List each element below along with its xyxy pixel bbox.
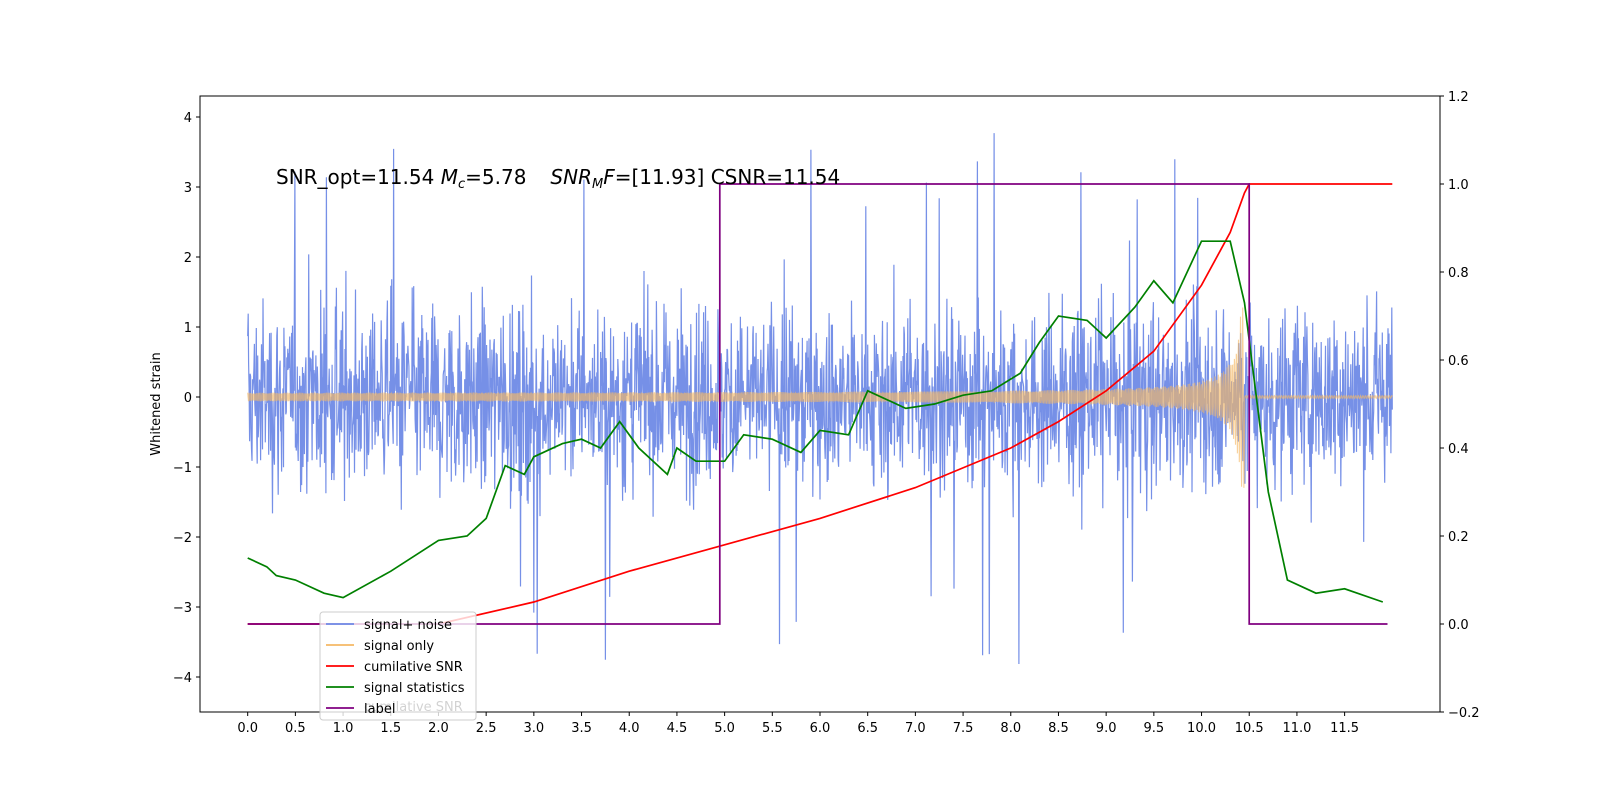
x-tick-label: 9.5 <box>1144 721 1165 736</box>
y-right-tick-label: 1.2 <box>1448 90 1469 105</box>
x-tick-label: 8.5 <box>1048 721 1069 736</box>
x-tick-label: 1.0 <box>333 721 354 736</box>
y-left-tick-label: −4 <box>173 671 192 686</box>
y-left-tick-label: −3 <box>173 601 192 616</box>
y-axis-left: 4 3 2 1 0 −1 −2 −3 −4 <box>173 111 200 686</box>
x-axis: 0.0 0.5 1.0 1.5 2.0 2.5 3.0 3.5 4.0 4.5 5.0 5.5 6.0 6… <box>237 712 1359 736</box>
x-tick-label: 9.0 <box>1096 721 1117 736</box>
y-right-tick-label: −0.2 <box>1448 706 1480 721</box>
annotation-mc-symbol: M <box>441 165 458 189</box>
annotation-text: SNR_opt=11.54 Mc=5.78 SNRMF=[11.93] CSNR=… <box>276 165 840 192</box>
y-right-tick-label: 0.4 <box>1448 442 1469 457</box>
y-right-tick-label: 0.6 <box>1448 354 1469 369</box>
legend: cumilative SNR signal+ noise signal only… <box>319 611 477 721</box>
y-right-tick-label: 0.2 <box>1448 530 1469 545</box>
x-tick-label: 4.5 <box>667 721 688 736</box>
annotation-snr-value: =[11.93] CSNR=11.54 <box>615 165 841 189</box>
y-left-tick-label: 0 <box>184 391 192 406</box>
y-left-tick-label: −1 <box>173 461 192 476</box>
legend-box <box>319 611 477 721</box>
legend-ghost-text: cumilative SNR <box>364 700 463 715</box>
y-left-tick-label: 2 <box>184 251 192 266</box>
x-tick-label: 6.5 <box>857 721 878 736</box>
y-left-tick-label: −2 <box>173 531 192 546</box>
annotation-snr-symbol: SNR <box>550 165 592 189</box>
x-tick-label: 6.0 <box>810 721 831 736</box>
legend-label-label: label <box>364 702 395 717</box>
annotation-mc-value: =5.78 <box>465 165 526 189</box>
x-tick-label: 10.0 <box>1187 721 1216 736</box>
x-tick-label: 5.5 <box>762 721 783 736</box>
x-tick-label: 8.0 <box>1000 721 1021 736</box>
annotation-mc-sub: c <box>458 177 465 192</box>
y-axis-label: Whitened strain <box>149 352 164 455</box>
x-tick-label: 7.5 <box>953 721 974 736</box>
series-signal-only <box>247 307 1393 488</box>
x-tick-label: 5.0 <box>714 721 735 736</box>
legend-label-signal-only: signal only <box>364 639 434 654</box>
x-tick-label: 1.5 <box>380 721 401 736</box>
series-cumulative-snr <box>247 183 1393 625</box>
x-tick-label: 2.5 <box>476 721 497 736</box>
x-tick-label: 11.5 <box>1330 721 1359 736</box>
series-label <box>247 183 1388 625</box>
x-tick-label: 0.0 <box>237 721 258 736</box>
annotation-snr-sub: M <box>592 177 603 192</box>
series-signal-statistics <box>247 240 1384 603</box>
x-tick-label: 2.0 <box>428 721 449 736</box>
y-right-tick-label: 0.0 <box>1448 618 1469 633</box>
plot-area <box>247 133 1393 665</box>
legend-label-signal-noise: signal+ noise <box>364 618 452 633</box>
y-left-tick-label: 3 <box>184 181 192 196</box>
y-left-tick-label: 1 <box>184 321 192 336</box>
y-right-tick-label: 0.8 <box>1448 266 1469 281</box>
annotation-prefix: SNR_opt=11.54 <box>276 165 441 189</box>
x-tick-label: 4.0 <box>619 721 640 736</box>
x-tick-label: 10.5 <box>1235 721 1264 736</box>
legend-label-cumulative-snr: cumilative SNR <box>364 660 463 675</box>
x-tick-label: 0.5 <box>285 721 306 736</box>
x-tick-label: 3.5 <box>571 721 592 736</box>
x-tick-label: 11.0 <box>1282 721 1311 736</box>
y-left-tick-label: 4 <box>184 111 192 126</box>
x-tick-label: 3.0 <box>524 721 545 736</box>
x-tick-label: 7.0 <box>905 721 926 736</box>
annotation-snr-f: F <box>603 165 615 189</box>
legend-label-signal-statistics: signal statistics <box>364 681 465 696</box>
y-axis-right: 1.2 1.0 0.8 0.6 0.4 0.2 0.0 −0.2 <box>1440 90 1480 721</box>
y-right-tick-label: 1.0 <box>1448 178 1469 193</box>
